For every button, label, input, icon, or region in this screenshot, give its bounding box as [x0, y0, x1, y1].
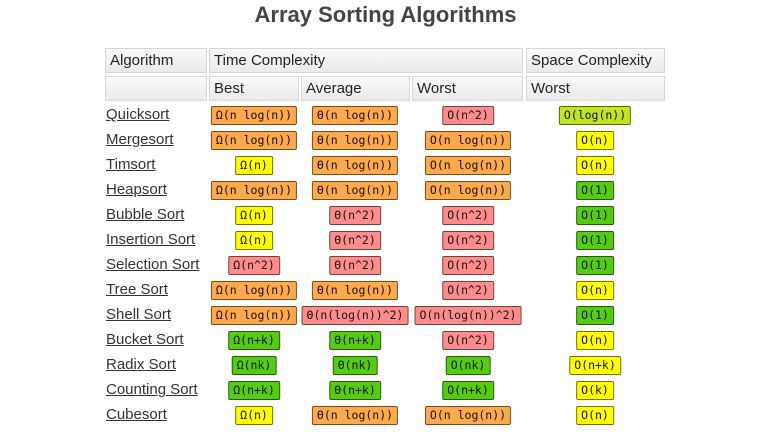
complexity-badge: O(n log(n)) — [424, 156, 512, 175]
complexity-badge: Ω(n) — [235, 406, 273, 425]
algorithm-link[interactable]: Counting Sort — [106, 381, 198, 398]
complexity-badge: Θ(n+k) — [329, 331, 381, 350]
complexity-badge: O(n^2) — [442, 281, 494, 300]
algorithm-link[interactable]: Cubesort — [106, 406, 167, 423]
header-cell: Best — [209, 76, 299, 101]
algorithm-link[interactable]: Mergesort — [106, 131, 174, 148]
page-title: Array Sorting Algorithms — [254, 2, 517, 27]
complexity-badge: O(1) — [576, 256, 614, 275]
algorithm-link[interactable]: Insertion Sort — [106, 231, 196, 248]
complexity-badge: O(1) — [576, 231, 614, 250]
header-cell: Worst — [412, 76, 523, 101]
algorithm-link[interactable]: Heapsort — [106, 181, 167, 198]
complexity-badge: O(n^2) — [442, 256, 494, 275]
complexity-badge: Θ(n log(n)) — [311, 106, 399, 125]
complexity-badge: Θ(nk) — [332, 356, 378, 375]
complexity-badge: Ω(n^2) — [228, 256, 280, 275]
complexity-badge: Ω(n log(n)) — [210, 106, 298, 125]
complexity-badge: Ω(n) — [235, 156, 273, 175]
complexity-badge: Ω(n log(n)) — [210, 306, 298, 325]
complexity-badge: O(n^2) — [442, 331, 494, 350]
algorithm-link[interactable]: Bucket Sort — [106, 331, 184, 348]
complexity-badge: Ω(n log(n)) — [210, 131, 298, 150]
header-cell: Time Complexity — [209, 48, 523, 73]
complexity-badge: O(n+k) — [442, 381, 494, 400]
header-cell: Algorithm — [105, 48, 207, 73]
complexity-badge: O(log(n)) — [558, 106, 632, 125]
algorithm-link[interactable]: Timsort — [106, 156, 156, 173]
complexity-badge: Θ(n log(n)) — [311, 131, 399, 150]
complexity-badge: Ω(n) — [235, 206, 273, 225]
algorithm-link[interactable]: Selection Sort — [106, 256, 200, 273]
complexity-badge: O(n^2) — [442, 231, 494, 250]
complexity-badge: O(n log(n)) — [424, 406, 512, 425]
complexity-badge: Θ(n^2) — [329, 206, 381, 225]
complexity-badge: O(n^2) — [442, 206, 494, 225]
complexity-badge: O(n) — [576, 331, 614, 350]
complexity-badge: Θ(n log(n)) — [311, 156, 399, 175]
complexity-badge: Θ(n log(n)) — [311, 181, 399, 200]
header-cell: Space Complexity — [526, 48, 665, 73]
complexity-badge: Ω(n+k) — [228, 381, 280, 400]
algorithm-link[interactable]: Tree Sort — [106, 281, 168, 298]
complexity-badge: Θ(n^2) — [329, 256, 381, 275]
complexity-badge: O(n^2) — [442, 106, 494, 125]
complexity-badge: O(1) — [576, 181, 614, 200]
complexity-badge: O(1) — [576, 306, 614, 325]
complexity-badge: Θ(n(log(n))^2) — [301, 306, 409, 325]
algorithm-link[interactable]: Radix Sort — [106, 356, 177, 373]
complexity-badge: O(n+k) — [569, 356, 621, 375]
complexity-badge: O(n) — [576, 131, 614, 150]
header-cell: Average — [301, 76, 410, 101]
algorithm-link[interactable]: Bubble Sort — [106, 206, 185, 223]
complexity-badge: Ω(n log(n)) — [210, 181, 298, 200]
complexity-badge: Θ(n log(n)) — [311, 281, 399, 300]
complexity-badge: Ω(n+k) — [228, 331, 280, 350]
complexity-badge: O(n log(n)) — [424, 131, 512, 150]
complexity-badge: Θ(n+k) — [329, 381, 381, 400]
complexity-badge: O(1) — [576, 206, 614, 225]
header-cell: Worst — [526, 76, 665, 101]
complexity-badge: Ω(nk) — [231, 356, 277, 375]
complexity-badge: O(nk) — [445, 356, 491, 375]
algorithm-link[interactable]: Shell Sort — [106, 306, 172, 323]
complexity-badge: O(n(log(n))^2) — [414, 306, 522, 325]
complexity-badge: Ω(n) — [235, 231, 273, 250]
complexity-badge: Θ(n log(n)) — [311, 406, 399, 425]
complexity-badge: O(n log(n)) — [424, 181, 512, 200]
complexity-badge: Θ(n^2) — [329, 231, 381, 250]
complexity-badge: O(n) — [576, 281, 614, 300]
algorithm-link[interactable]: Quicksort — [106, 106, 170, 123]
complexity-badge: O(n) — [576, 156, 614, 175]
complexity-badge: O(n) — [576, 406, 614, 425]
header-cell — [105, 76, 207, 101]
complexity-badge: Ω(n log(n)) — [210, 281, 298, 300]
complexity-badge: O(k) — [576, 381, 614, 400]
